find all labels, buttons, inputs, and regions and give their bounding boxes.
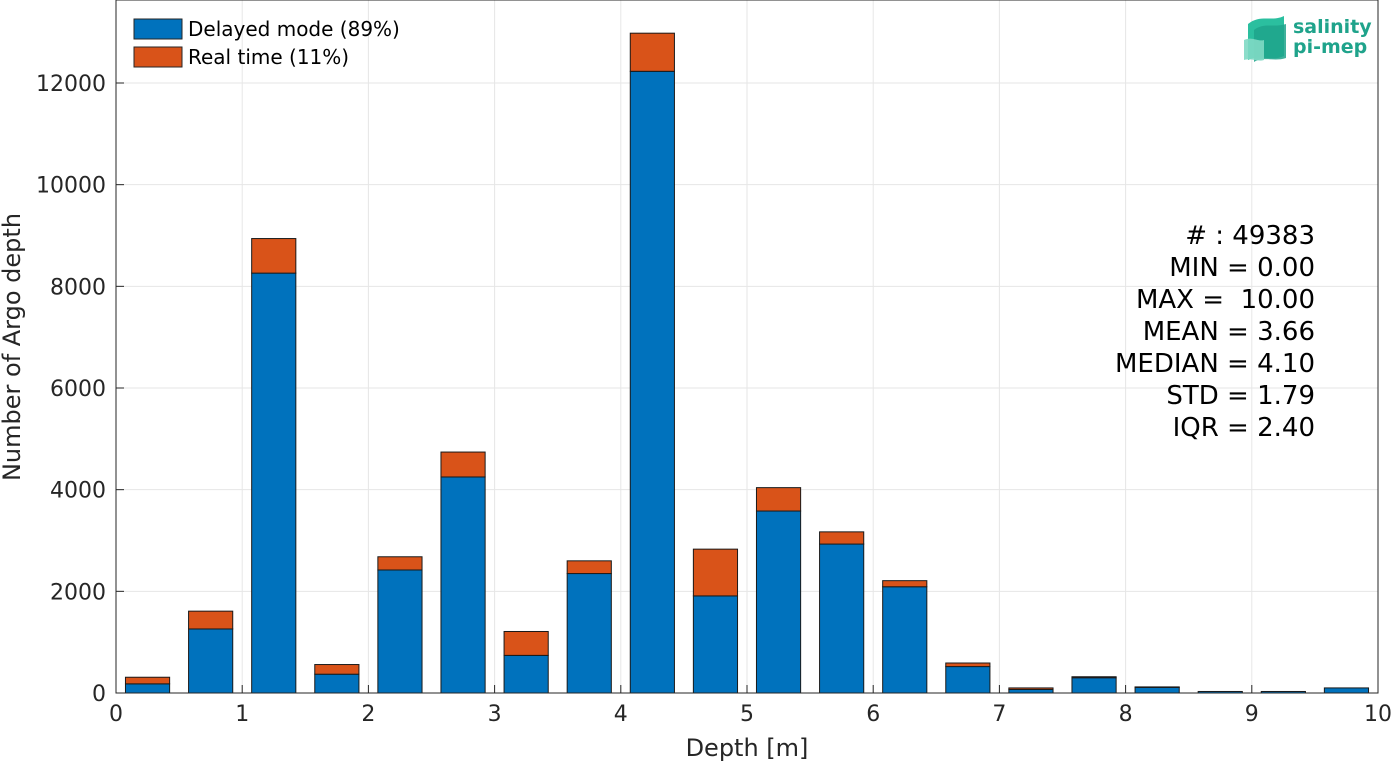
y-axis-label: Number of Argo depth [0,213,26,481]
bar-delayed-mode [882,586,928,694]
bar-real-time [819,531,865,545]
bar-delayed-mode [566,573,612,694]
bar-delayed-mode [124,683,171,694]
bar-real-time [124,676,171,685]
x-tick-label: 1 [235,702,249,727]
logo-text-pimep: pi-mep [1293,36,1367,58]
bar-real-time [188,610,234,630]
x-tick-label: 7 [992,702,1006,727]
bars [124,32,1370,694]
x-tick-label: 10 [1364,702,1392,727]
x-tick-label: 2 [361,702,375,727]
bar-delayed-mode [440,476,486,694]
bar-real-time [440,451,486,478]
legend: Delayed mode (89%) Real time (11%) [133,17,400,69]
x-tick-label: 9 [1245,702,1259,727]
stat-line: IQR = 2.40 [1173,413,1315,443]
legend-swatch-realtime [133,46,183,68]
stat-line: # : 49383 [1185,221,1315,251]
y-tick-label: 2000 [50,580,106,605]
salinity-pi-mep-logo: salinity pi-mep [1244,16,1372,62]
x-tick-label: 3 [488,702,502,727]
bar-real-time [566,560,612,575]
bar-real-time [314,664,360,675]
x-tick-label: 6 [866,702,880,727]
logo-text-salinity: salinity [1293,16,1372,38]
bar-delayed-mode [819,543,865,694]
bar-real-time [251,238,297,274]
y-tick-label: 0 [92,682,106,707]
x-tick-label: 5 [740,702,754,727]
y-tick-label: 4000 [50,479,106,504]
bar-real-time [945,662,991,668]
stat-line: MEDIAN = 4.10 [1115,349,1315,379]
bar-real-time [1008,687,1054,690]
stat-line: MAX = 10.00 [1136,285,1315,315]
bar-real-time [1071,676,1117,679]
y-axis-ticks: 0 2000 4000 6000 8000 10000 12000 [36,72,124,707]
bar-real-time [755,487,802,512]
bar-delayed-mode [692,595,739,694]
legend-swatch-delayed [133,18,183,40]
bar-real-time [629,32,675,72]
x-tick-label: 4 [614,702,628,727]
bar-delayed-mode [503,654,549,694]
bar-delayed-mode [1134,686,1180,694]
bar-delayed-mode [1008,688,1054,694]
x-axis-ticks: 0 1 2 3 4 5 6 7 8 9 10 [109,685,1392,727]
y-tick-label: 8000 [50,275,106,300]
bar-real-time [692,548,739,597]
y-tick-label: 6000 [50,377,106,402]
x-axis-label: Depth [m] [686,734,809,762]
bar-delayed-mode [188,628,234,694]
bar-real-time [882,580,928,588]
stat-line: MEAN = 3.66 [1143,317,1315,347]
bar-delayed-mode [1071,677,1117,694]
x-tick-label: 0 [109,702,123,727]
y-tick-label: 12000 [36,72,106,97]
legend-label-delayed: Delayed mode (89%) [188,17,400,41]
legend-label-realtime: Real time (11%) [188,45,349,69]
stat-line: STD = 1.79 [1166,381,1315,411]
stat-line: MIN = 0.00 [1169,253,1315,283]
bar-delayed-mode [755,510,802,694]
bar-real-time [377,556,423,571]
y-tick-label: 10000 [36,174,106,199]
bar-delayed-mode [251,272,297,694]
bar-delayed-mode [314,673,360,694]
bar-real-time [503,630,549,656]
bar-delayed-mode [945,666,991,694]
bar-delayed-mode [377,569,423,694]
bar-delayed-mode [1323,687,1370,694]
bar-real-time [1134,686,1180,688]
wave-logo-icon [1244,16,1286,62]
x-tick-label: 8 [1119,702,1133,727]
bar-delayed-mode [629,70,675,694]
